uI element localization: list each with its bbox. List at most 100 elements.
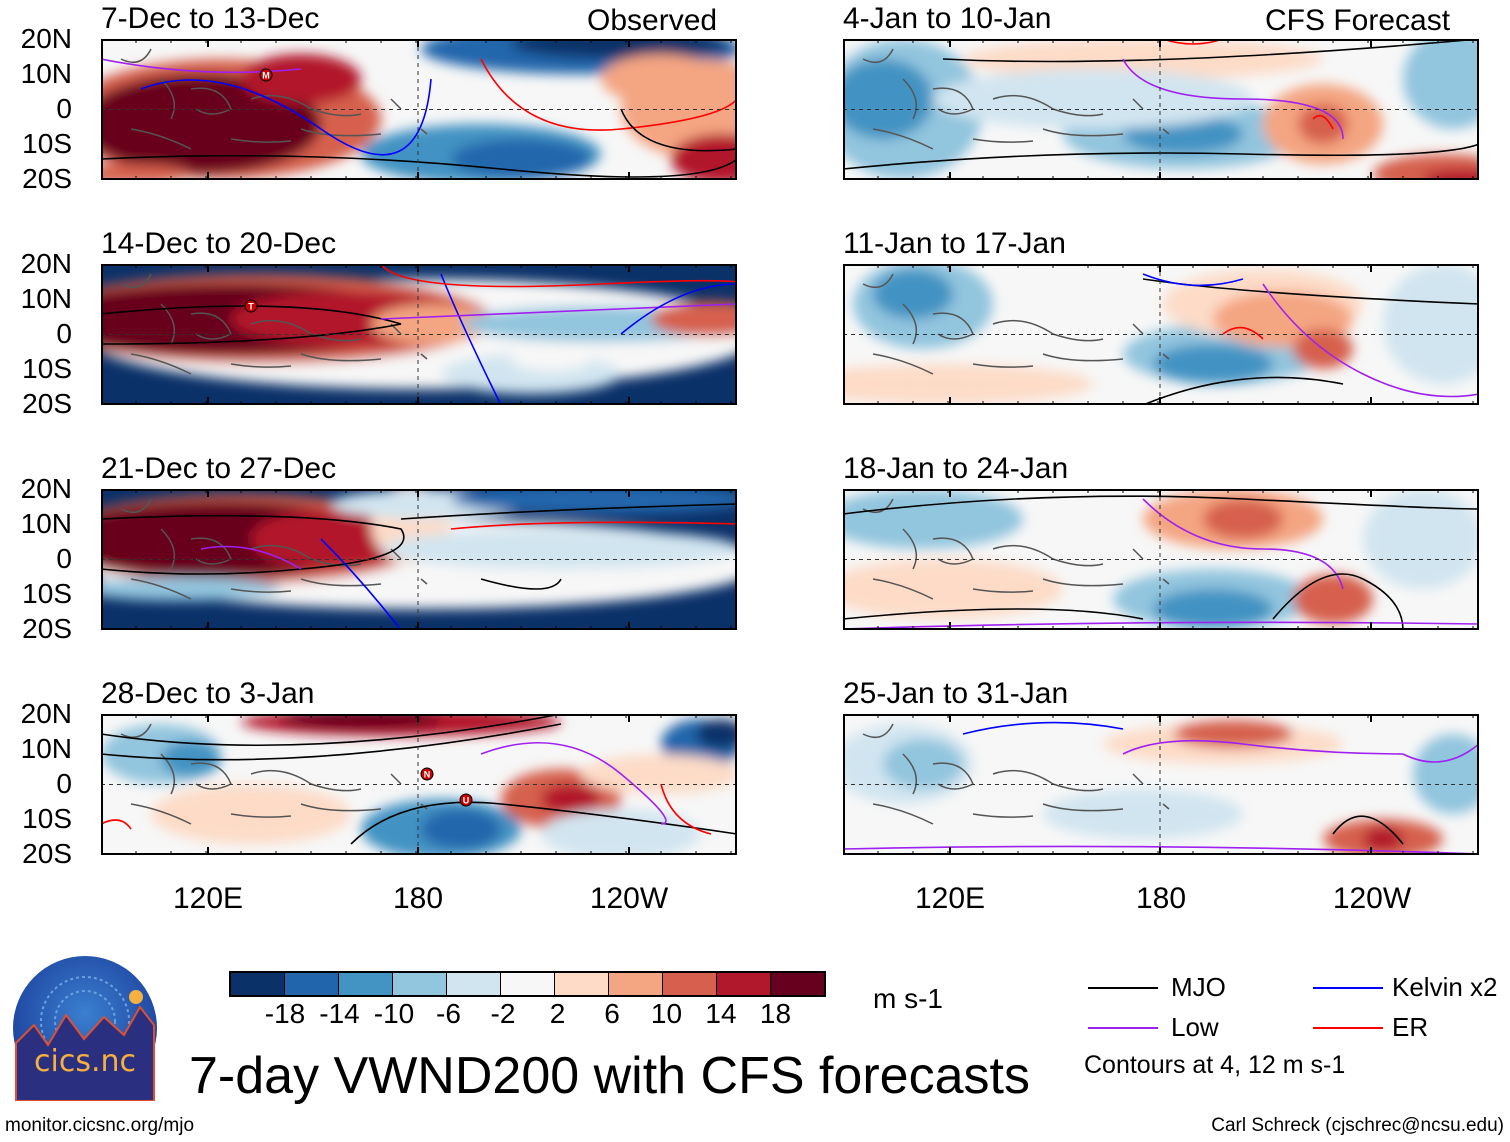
colorbar-swatch: [609, 973, 663, 995]
lon-label-120e-right: 120E: [914, 882, 986, 915]
wind-anomaly-region: [1423, 169, 1479, 180]
lat-label: 20N: [20, 248, 72, 279]
lon-label-120w-right: 120W: [1332, 882, 1412, 915]
wind-anomaly-region: [421, 809, 501, 849]
map-panel: [843, 39, 1479, 180]
observed-label: Observed: [587, 4, 718, 37]
panel-frame: [843, 489, 1479, 630]
colorbar-swatch: [393, 973, 447, 995]
wind-anomaly-region: [381, 529, 737, 569]
wind-anomaly-region: [696, 719, 737, 749]
wind-anomaly-region: [671, 134, 737, 180]
wind-anomaly-region: [101, 577, 281, 601]
wind-anomaly-region: [843, 489, 1023, 549]
lat-label: 0: [56, 93, 72, 124]
map-panel: [101, 489, 737, 630]
lon-label-120w-left: 120W: [589, 882, 669, 915]
contour-line: [101, 305, 402, 345]
wind-anomaly-region: [843, 559, 1063, 619]
lon-label-180-right: 180: [1135, 882, 1187, 915]
lat-label: 10N: [20, 733, 72, 764]
cics-logo: cics.nc: [12, 955, 158, 1102]
colorbar-tick-label: 2: [549, 998, 566, 1029]
contour-line: [1122, 58, 1344, 140]
figure-title: 7-day VWND200 with CFS forecasts: [189, 1047, 1030, 1105]
colorbar-tick-label: -10: [373, 998, 415, 1029]
lat-label: 0: [56, 543, 72, 574]
contour-line: [101, 58, 302, 74]
legend-kelvin-label: Kelvin x2: [1392, 972, 1498, 1002]
contour-line: [1142, 273, 1244, 287]
contour-line: [1272, 573, 1404, 630]
tropical-cyclone-marker: U: [459, 793, 473, 807]
contour-line: [480, 578, 562, 590]
contour-line: [101, 723, 562, 761]
panel-title: 28-Dec to 3-Jan: [101, 677, 315, 710]
contour-line: [843, 608, 1144, 620]
panel-title: 11-Jan to 17-Jan: [843, 227, 1066, 260]
lat-label: 10S: [22, 128, 72, 159]
colorbar-swatch: [285, 973, 339, 995]
panel-frame: [843, 264, 1479, 405]
wind-anomaly-region: [101, 164, 191, 180]
forecast-label: CFS Forecast: [1265, 4, 1451, 37]
contour-line: [1332, 815, 1404, 845]
wind-anomaly-region: [151, 784, 351, 844]
wind-anomaly-region: [581, 754, 737, 794]
panel-frame: [101, 714, 737, 855]
wind-anomaly-region: [1203, 499, 1283, 539]
contour-line: [1312, 114, 1334, 130]
panel-title: 14-Dec to 20-Dec: [101, 227, 337, 260]
contour-line: [380, 264, 737, 294]
panel-title: 25-Jan to 31-Jan: [843, 677, 1069, 710]
wind-anomaly-region: [511, 39, 731, 59]
colorbar-swatch: [231, 973, 285, 995]
legend-low-line: [1088, 1027, 1158, 1029]
panel-frame: [101, 264, 737, 405]
map-panel: [843, 714, 1479, 855]
wind-anomaly-region: [883, 739, 963, 789]
wind-anomaly-region: [1363, 827, 1403, 851]
contour-line: [101, 154, 737, 178]
legend-kelvin-line: [1313, 987, 1383, 989]
source-url[interactable]: monitor.cicsnc.org/mjo: [5, 1115, 195, 1136]
wind-anomaly-region: [451, 489, 737, 514]
contour-line: [101, 819, 132, 830]
panel-title: 7-Dec to 13-Dec: [101, 2, 320, 35]
legend-mjo-label: MJO: [1171, 972, 1226, 1002]
contour-line: [1262, 283, 1479, 398]
lat-label: 20S: [22, 163, 72, 194]
legend-er-label: ER: [1392, 1012, 1429, 1042]
wind-anomaly-region: [601, 54, 721, 104]
colorbar-swatch: [771, 973, 824, 995]
wind-anomaly-region: [873, 269, 953, 319]
wind-anomaly-region: [1153, 589, 1273, 629]
wind-anomaly-region: [963, 39, 1323, 79]
contour-line: [1402, 743, 1479, 763]
tropical-cyclone-marker: T: [244, 299, 258, 313]
contour-line: [1222, 326, 1264, 340]
wind-anomaly-region: [541, 784, 601, 814]
lat-label: 20S: [22, 613, 72, 644]
wind-anomaly-region: [1363, 489, 1479, 589]
wind-anomaly-region: [1173, 720, 1293, 748]
panel-frame: [843, 714, 1479, 855]
wind-anomaly-region: [541, 809, 701, 855]
contour-line: [660, 783, 712, 835]
wind-anomaly-region: [1298, 104, 1348, 144]
panel-frame: [843, 39, 1479, 180]
contour-line: [843, 143, 1479, 170]
colorbar-tick-label: -6: [436, 998, 461, 1029]
wind-anomaly-region: [933, 69, 1253, 129]
contour-line: [480, 741, 667, 825]
legend-low-label: Low: [1171, 1012, 1219, 1042]
svg-text:T: T: [248, 302, 254, 312]
contour-line: [620, 108, 737, 152]
lat-label: 10N: [20, 508, 72, 539]
map-panel: [843, 264, 1479, 405]
contour-line: [320, 538, 402, 630]
contour-line: [962, 721, 1124, 735]
contour-line: [1142, 498, 1344, 590]
